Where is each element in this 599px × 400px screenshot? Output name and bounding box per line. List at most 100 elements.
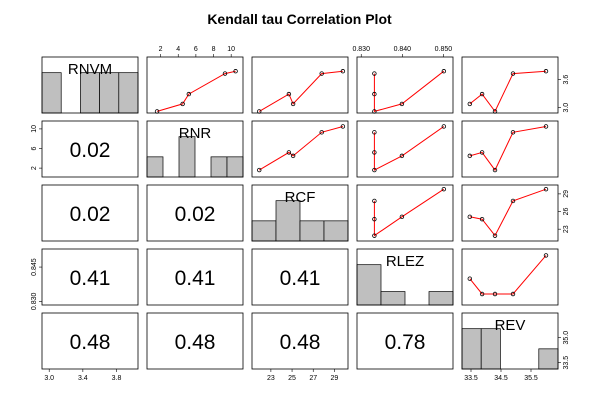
data-point	[319, 71, 324, 76]
data-point	[479, 91, 485, 97]
histogram-bar	[428, 291, 454, 306]
smooth-line	[469, 188, 547, 237]
panel-grid: RNVM 0.02 RNR 0.02 0.02 RCF 0.41 0.41 0.41 RLEZ 0.…	[31, 46, 570, 382]
tick-label: 23	[267, 375, 275, 382]
data-point	[222, 71, 228, 76]
panel-rcf-rev	[461, 184, 559, 242]
histogram-bar	[380, 291, 406, 306]
panel-frame	[251, 56, 349, 114]
panel-frame	[356, 248, 454, 306]
data-point	[467, 153, 472, 159]
panel-rlez-rnr: 0.41	[146, 248, 244, 306]
panel-rlez-rev	[461, 248, 559, 306]
tick-label: 33.5	[563, 356, 570, 370]
data-point	[286, 91, 292, 97]
data-point	[510, 71, 516, 76]
histogram-bar	[538, 348, 559, 370]
chart-title: Kendall tau Correlation Plot	[207, 11, 392, 27]
data-point	[319, 130, 324, 135]
panel-rev-rnr: 0.48	[146, 312, 244, 370]
panel-frame	[356, 120, 454, 178]
tick-label: 4	[176, 46, 180, 53]
panel-rnr-rnvm: 0.02	[41, 120, 139, 178]
tick-label: 35.5	[524, 375, 538, 382]
correlation-value: 0.41	[175, 267, 216, 290]
panel-rnvm-rcf	[251, 56, 349, 114]
tick-label: 27	[309, 375, 317, 382]
panel-frame	[461, 248, 559, 306]
tick-label: 6	[194, 46, 198, 53]
panel-frame	[146, 56, 244, 114]
data-point	[290, 153, 296, 159]
tick-label: 33.5	[464, 375, 478, 382]
histogram-bar	[210, 156, 228, 178]
panel-frame	[251, 312, 349, 370]
tick-label: 3.0	[563, 103, 570, 113]
data-point	[479, 150, 485, 155]
data-point	[492, 291, 498, 297]
panel-frame	[461, 312, 559, 370]
tick-label: 0.845	[31, 258, 38, 276]
histogram-bar	[461, 328, 482, 370]
panel-rlez-rlez: RLEZ	[356, 248, 454, 306]
smooth-line	[469, 255, 547, 295]
tick-label: 10	[31, 125, 38, 133]
panel-frame	[356, 312, 454, 370]
panel-frame	[356, 184, 454, 242]
panel-rnr-rlez	[356, 120, 454, 178]
panel-rnvm-rnr	[146, 56, 244, 114]
correlation-value: 0.78	[385, 331, 426, 354]
variable-label: RLEZ	[386, 253, 424, 270]
panel-rev-rev: REV	[461, 312, 559, 370]
tick-label: 0.830	[31, 292, 38, 310]
panel-frame	[461, 184, 559, 242]
histogram-bar	[299, 220, 325, 242]
histogram-bar	[251, 220, 277, 242]
correlation-value: 0.02	[175, 203, 216, 226]
tick-label: 29	[563, 190, 570, 198]
tick-label: 8	[212, 46, 216, 53]
tick-label: 35.0	[563, 331, 570, 345]
data-point	[180, 101, 185, 107]
data-point	[399, 153, 405, 159]
histogram-bar	[178, 136, 196, 178]
panel-frame	[146, 120, 244, 178]
histogram-bar	[41, 72, 62, 114]
smooth-line	[469, 126, 547, 172]
data-point	[543, 253, 549, 258]
correlation-value: 0.48	[280, 331, 321, 354]
data-point	[290, 101, 296, 107]
panel-rev-rnvm: 0.48	[41, 312, 139, 370]
smooth-line	[373, 188, 445, 237]
data-point	[441, 124, 447, 129]
variable-label: RCF	[285, 189, 316, 206]
panel-frame	[461, 56, 559, 114]
data-point	[510, 130, 516, 135]
panel-frame	[356, 56, 454, 114]
correlation-value: 0.48	[70, 331, 111, 354]
data-point	[399, 101, 405, 107]
smooth-line	[258, 126, 344, 171]
data-point	[372, 198, 377, 204]
data-point	[479, 216, 485, 222]
data-point	[340, 124, 346, 129]
data-point	[372, 216, 377, 222]
correlation-value: 0.41	[70, 267, 111, 290]
tick-label: 3.8	[112, 375, 122, 382]
data-point	[257, 167, 262, 173]
data-point	[467, 101, 472, 107]
data-point	[399, 214, 405, 220]
panel-rnvm-rlez	[356, 56, 454, 114]
panel-rev-rcf: 0.48	[251, 312, 349, 370]
data-point	[543, 186, 549, 192]
panel-frame	[146, 312, 244, 370]
panel-rcf-rcf: RCF	[251, 184, 349, 242]
histogram-bar	[118, 72, 139, 114]
data-point	[372, 233, 377, 238]
panel-frame	[41, 184, 139, 242]
panel-rnr-rev	[461, 120, 559, 178]
panel-frame	[251, 248, 349, 306]
tick-label: 25	[288, 375, 296, 382]
histogram-bar	[323, 220, 349, 242]
